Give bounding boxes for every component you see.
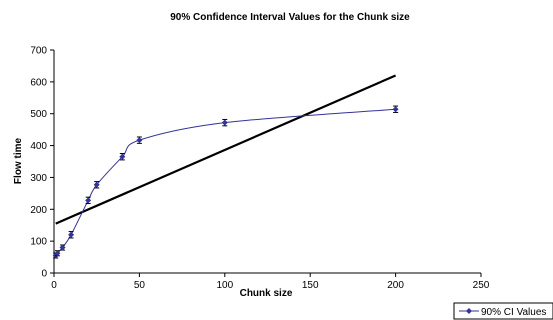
y-tick-label: 500	[30, 109, 47, 120]
plot-area: 0 100 200 300 400 500 600 700 0 50 100 150 200 250	[30, 46, 489, 292]
x-tick-label: 150	[302, 280, 319, 291]
y-tick-label: 100	[30, 237, 47, 248]
data-point	[136, 137, 143, 144]
data-point	[119, 153, 126, 160]
y-tick-label: 200	[30, 205, 47, 216]
y-tick-label: 600	[30, 77, 47, 88]
series-line	[55, 108, 396, 256]
y-axis-title: Flow time	[13, 138, 24, 185]
y-tick-label: 0	[41, 269, 47, 280]
x-tick-label: 250	[473, 280, 490, 291]
data-point	[85, 197, 92, 204]
y-tick-label: 400	[30, 141, 47, 152]
legend-box	[453, 302, 553, 320]
data-point	[68, 231, 75, 238]
x-tick-label: 0	[51, 280, 57, 291]
legend: 90% CI Values	[453, 302, 553, 320]
y-tick-label: 300	[30, 173, 47, 184]
x-tick-label: 200	[387, 280, 404, 291]
data-point	[54, 250, 61, 257]
data-point	[221, 119, 228, 126]
data-point	[93, 181, 100, 188]
y-tick-label: 700	[30, 46, 47, 57]
x-tick-label: 100	[216, 280, 233, 291]
x-axis-title: Chunk size	[240, 288, 293, 299]
legend-swatch-marker	[466, 308, 472, 314]
legend-label: 90% CI Values	[481, 307, 546, 318]
data-point	[59, 244, 66, 251]
trendline	[55, 74, 397, 225]
chart-title: 90% Confidence Interval Values for the C…	[170, 12, 410, 23]
data-point	[392, 106, 399, 113]
x-tick-label: 50	[134, 280, 146, 291]
